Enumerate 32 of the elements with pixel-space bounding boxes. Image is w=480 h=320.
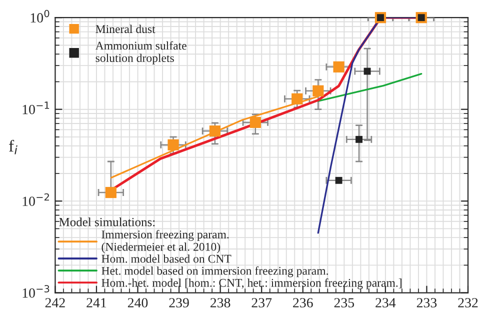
x-tick-label: 235 <box>334 298 354 308</box>
legend-title: Model simulations: <box>59 218 155 226</box>
point <box>356 136 362 143</box>
x-tick-label: 242 <box>45 298 65 308</box>
point <box>335 176 342 184</box>
x-tick-label: 237 <box>252 298 272 308</box>
legend-label: Mineral dust <box>96 24 156 34</box>
y-tick-label: 10$^{−3}$ <box>22 285 50 298</box>
x-tick-label: 239 <box>169 298 189 308</box>
x-tick-label: 232 <box>458 298 478 308</box>
y-tick-label: 10$^{−1}$ <box>22 102 50 114</box>
point <box>250 116 261 128</box>
point <box>105 186 116 198</box>
x-tick-label: 238 <box>210 298 230 308</box>
point <box>292 93 303 104</box>
legend-label: Ammonium sulfate solution droplets <box>95 41 186 64</box>
x-tick-label: 234 <box>376 298 396 308</box>
legend-label: Hom.-het. model [hom.: CNT, het.: immersion freezing param.] <box>102 278 402 290</box>
legend-label: Het. model based on immersion freezing param. <box>102 266 328 278</box>
x-tick-label: 236 <box>293 298 313 308</box>
legend-label: Immersion freezing param. (Niedermeier et al. 2010) <box>102 230 229 254</box>
legend-label: Hom. model based on CNT <box>102 254 232 263</box>
x-tick-label: 240 <box>128 298 148 308</box>
x-tick-label: 241 <box>86 298 106 308</box>
y-tick-label: 10$^{−2}$ <box>22 193 49 206</box>
point <box>168 139 179 150</box>
point <box>209 125 221 137</box>
y-axis-title: f$_{i}$ <box>9 140 18 154</box>
point <box>333 61 344 72</box>
x-tick-label: 233 <box>416 298 437 308</box>
y-tick-label: 10$^{0}$ <box>30 10 50 23</box>
point <box>312 85 324 96</box>
